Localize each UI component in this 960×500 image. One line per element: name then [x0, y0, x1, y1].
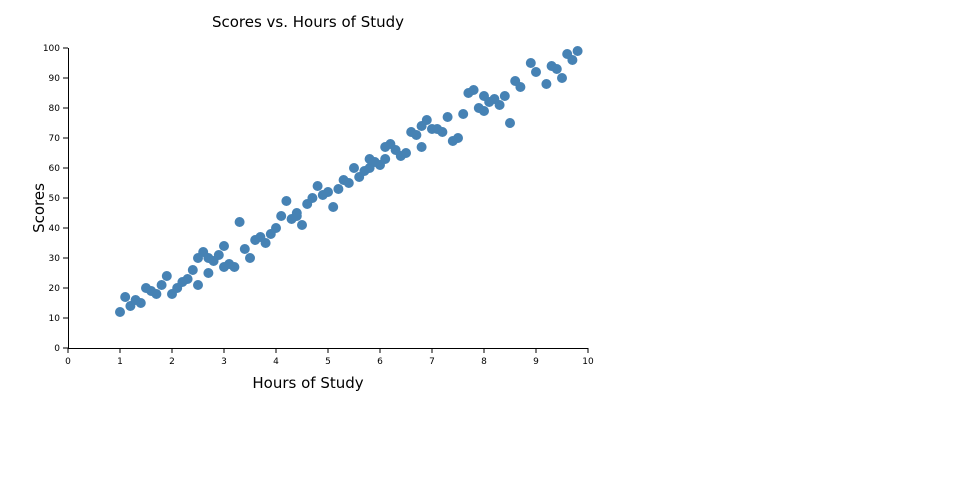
data-point — [245, 253, 255, 263]
data-point — [219, 241, 229, 251]
data-point — [156, 280, 167, 290]
data-point — [572, 46, 583, 56]
data-point — [193, 280, 203, 290]
data-point — [416, 142, 427, 152]
data-point — [182, 274, 193, 284]
data-point — [380, 154, 391, 164]
data-point — [437, 127, 448, 137]
y-tick-label: 100 — [43, 44, 60, 54]
data-point — [421, 115, 432, 125]
data-point — [291, 208, 302, 218]
data-point — [479, 106, 489, 116]
data-point — [531, 67, 541, 77]
data-point — [323, 187, 333, 197]
x-tick-label: 10 — [582, 357, 594, 367]
data-point — [115, 307, 125, 317]
data-point — [494, 100, 505, 110]
x-tick-label: 8 — [481, 357, 487, 367]
data-point — [203, 268, 214, 278]
y-tick-label: 40 — [49, 224, 61, 234]
data-point — [551, 64, 562, 74]
x-tick-label: 7 — [429, 357, 435, 367]
data-point — [468, 85, 479, 95]
x-tick-label: 1 — [117, 357, 123, 367]
data-point — [411, 130, 422, 140]
data-point — [442, 112, 453, 122]
data-point — [161, 271, 172, 281]
x-tick-label: 5 — [325, 357, 331, 367]
data-point — [260, 238, 271, 248]
data-point — [401, 148, 411, 158]
data-point — [453, 133, 463, 143]
data-point — [557, 73, 567, 83]
y-tick-label: 30 — [49, 254, 61, 264]
data-point — [135, 298, 146, 308]
data-point — [120, 292, 131, 302]
x-tick-label: 0 — [65, 357, 71, 367]
data-point — [312, 181, 323, 191]
data-point — [213, 250, 224, 260]
y-tick-label: 90 — [49, 74, 61, 84]
data-point — [541, 79, 552, 89]
x-axis-ticks: 0 1 2 3 4 5 6 7 8 9 10 — [65, 348, 594, 367]
y-tick-label: 0 — [54, 344, 60, 354]
data-point — [567, 55, 578, 65]
data-point — [458, 109, 469, 119]
data-point — [349, 163, 359, 173]
data-point — [343, 178, 354, 188]
y-tick-label: 20 — [49, 284, 61, 294]
data-point — [297, 220, 307, 230]
data-point — [239, 244, 250, 254]
data-point — [307, 193, 318, 203]
data-point — [229, 262, 240, 272]
x-tick-label: 4 — [273, 357, 279, 367]
data-point — [499, 91, 510, 101]
x-tick-label: 3 — [221, 357, 227, 367]
data-points — [115, 46, 583, 317]
data-point — [276, 211, 287, 221]
data-point — [271, 223, 281, 233]
y-tick-label: 70 — [49, 134, 61, 144]
data-point — [328, 202, 339, 212]
data-point — [333, 184, 344, 194]
x-axis-title: Hours of Study — [252, 374, 363, 392]
data-point — [505, 118, 515, 128]
y-tick-label: 50 — [49, 194, 61, 204]
y-axis-title: Scores — [30, 183, 48, 233]
y-tick-label: 10 — [49, 314, 61, 324]
y-tick-label: 80 — [49, 104, 61, 114]
chart-title: Scores vs. Hours of Study — [212, 13, 404, 31]
x-tick-label: 9 — [533, 357, 539, 367]
data-point — [515, 82, 526, 92]
x-tick-label: 6 — [377, 357, 383, 367]
data-point — [525, 58, 536, 68]
data-point — [187, 265, 198, 275]
y-axis-ticks: 0 10 20 30 40 50 60 70 80 90 100 — [43, 44, 68, 354]
data-point — [281, 196, 292, 206]
data-point — [234, 217, 245, 227]
x-tick-label: 2 — [169, 357, 175, 367]
data-point — [151, 289, 162, 299]
y-tick-label: 60 — [49, 164, 61, 174]
